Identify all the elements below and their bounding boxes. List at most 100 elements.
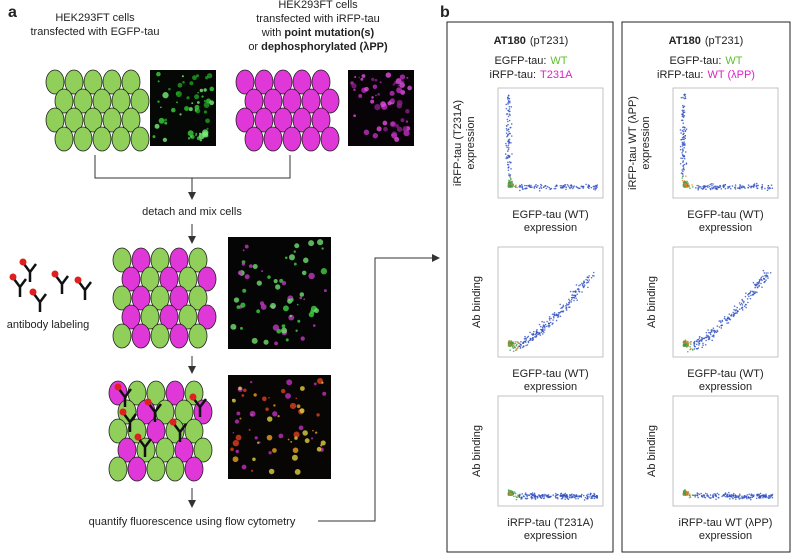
event-dot [531,493,534,496]
event-dot [569,187,571,190]
event-dot [689,346,691,348]
event-dot [755,284,758,287]
event-dot [705,334,708,337]
cell [64,107,84,133]
y-axis-label: Ab binding [646,425,658,477]
event-dot [570,301,573,303]
cell [150,323,170,349]
cell-signal [387,101,392,106]
event-dot [685,181,688,184]
event-dot [585,183,587,186]
cell [140,304,160,330]
event-dot [723,317,726,320]
event-dot [738,493,741,495]
cell-signal [189,81,194,86]
cell-signal [152,135,156,139]
event-dot [723,315,726,318]
event-dot [700,187,703,190]
event-dot [766,189,769,192]
event-dot [763,281,765,284]
event-dot [524,341,527,343]
event-dot [586,281,589,284]
event-dot [763,494,766,497]
event-dot [679,129,682,131]
event-dot [743,496,746,498]
event-dot [704,185,706,187]
cell-signal [313,382,317,386]
event-dot [701,346,704,349]
cell-signal [236,411,241,416]
cell-signal [371,77,375,82]
event-dot [547,325,549,327]
event-dot [575,284,578,286]
event-dot [550,317,552,320]
cell-signal [390,98,395,103]
arrow [318,254,440,522]
event-dot [566,496,568,499]
event-dot [525,344,527,347]
cell [188,323,208,349]
event-dot [764,187,766,190]
fluorophore [169,418,177,426]
cell [263,88,283,114]
cell-signal [244,274,250,280]
event-dot [507,128,510,131]
event-dot [512,347,515,350]
event-dot [507,103,509,105]
event-dot [699,186,702,188]
event-dot [586,186,589,188]
event-dot [529,337,532,340]
cell-signal [157,80,160,83]
event-dot [682,133,684,136]
event-dot [585,278,587,281]
cell-signal [285,393,291,399]
event-dot [526,344,529,346]
cell-signal [239,417,242,420]
cell-signal [285,338,289,342]
cell-signal [272,448,277,453]
cell-signal [268,468,275,475]
cell-signal [312,429,314,432]
event-dot [575,497,577,500]
event-dot [762,494,765,496]
event-dot [556,497,559,500]
event-dot [679,145,682,148]
cell-signal [277,414,280,418]
event-dot [546,185,549,188]
event-dot [762,269,765,272]
event-dot [697,347,700,349]
event-dot [582,494,585,497]
event-dot [508,184,510,187]
event-dot [556,496,559,499]
event-dot [509,177,512,180]
plot-frame [672,395,779,507]
event-dot [691,186,694,188]
event-dot [511,153,513,155]
cell [244,88,264,114]
event-dot [567,498,570,501]
event-dot [569,299,571,302]
event-dot [590,186,593,189]
event-dot [683,157,686,160]
event-dot [507,115,510,118]
event-dot [685,346,688,348]
cell-signal [235,449,239,454]
event-dot [533,492,536,495]
cell-signal [197,91,199,94]
event-dot [531,186,533,188]
event-dot [571,496,573,499]
event-dot [509,110,511,113]
event-dot [695,343,698,346]
cell-signal [188,107,193,112]
event-dot [683,136,685,139]
cell [178,304,198,330]
event-dot [556,493,559,496]
event-dot [713,331,716,334]
event-dot [527,335,530,338]
event-dot [749,498,752,501]
cell-signal [301,270,307,276]
event-dot [732,497,734,500]
legend-line: EGFP-tau: WT [494,55,567,67]
event-dot [687,491,689,493]
panel-label: a [8,4,17,21]
